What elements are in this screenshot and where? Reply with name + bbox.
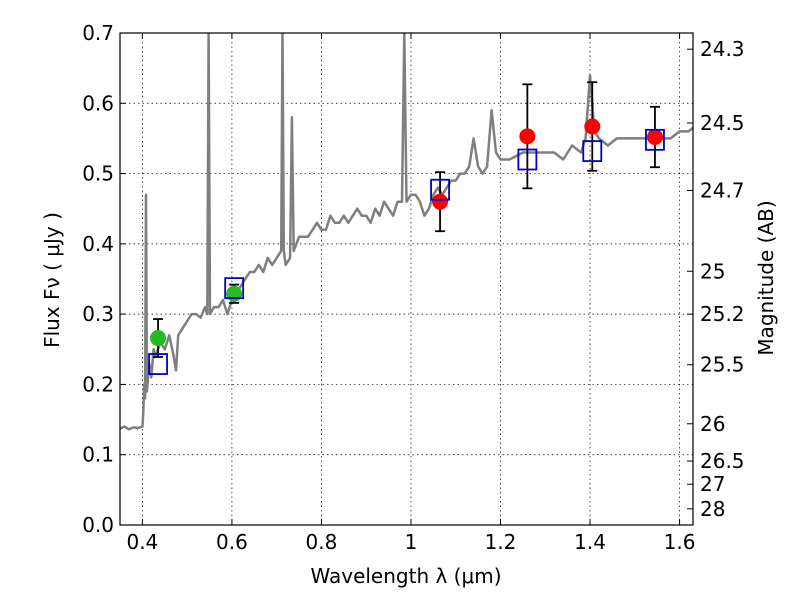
y-axis-right-label: Magnitude (AB) [754, 200, 778, 355]
x-tick-label: 1.6 [664, 530, 696, 554]
right-tick-label: 24.3 [700, 37, 745, 61]
x-tick-label: 0.8 [306, 530, 338, 554]
x-tick-label: 1 [405, 530, 418, 554]
model-point [517, 148, 538, 171]
right-tick-label: 27 [700, 472, 725, 496]
y-axis-label: Flux Fν ( μJy ) [40, 212, 64, 348]
axis-ticks: 0.4 0.6 0.8 1 1.2 1.4 1.6 0.0 0.1 0.2 0.3 0.4 0.5 0.6… [82, 21, 744, 554]
right-tick-label: 24.5 [700, 111, 745, 135]
right-tick-label: 25 [700, 259, 725, 283]
y-tick-label: 0.3 [82, 302, 114, 326]
x-tick-label: 0.6 [216, 530, 248, 554]
y-tick-label: 0.7 [82, 21, 114, 45]
y-tick-label: 0.1 [82, 443, 114, 467]
y-tick-label: 0.6 [82, 91, 114, 115]
data-point [519, 128, 536, 145]
model-point [224, 277, 245, 300]
right-tick-label: 26.5 [700, 449, 745, 473]
data-point [432, 193, 449, 210]
x-tick-label: 0.4 [126, 530, 158, 554]
right-tick-label: 28 [700, 497, 725, 521]
x-axis-label: Wavelength λ (μm) [310, 564, 501, 588]
x-tick-label: 1.2 [485, 530, 517, 554]
y-tick-label: 0.2 [82, 372, 114, 396]
right-tick-label: 25.2 [700, 302, 745, 326]
spectrum-line [120, 33, 693, 431]
plot-area [120, 33, 693, 431]
model-point [148, 353, 168, 375]
right-tick-label: 24.7 [700, 178, 745, 202]
plot-frame [119, 32, 694, 526]
data-point [584, 118, 601, 135]
right-tick-label: 26 [700, 412, 725, 436]
data-point [646, 129, 663, 146]
y-tick-label: 0.5 [82, 162, 114, 186]
model-point [430, 178, 450, 201]
data-point [150, 330, 167, 347]
model-point [582, 140, 603, 162]
model-point [645, 128, 665, 151]
y-tick-label: 0.0 [82, 513, 114, 537]
y-tick-label: 0.4 [82, 232, 114, 256]
right-tick-label: 25.5 [700, 353, 745, 377]
x-tick-label: 1.4 [574, 530, 606, 554]
